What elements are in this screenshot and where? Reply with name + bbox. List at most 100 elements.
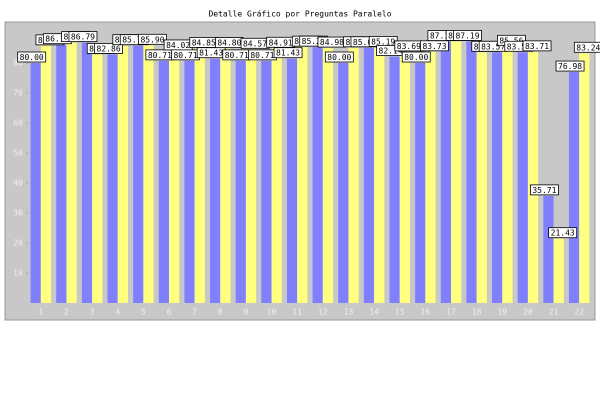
value-label: 35.71 — [530, 184, 559, 196]
value-label: 86.79 — [68, 31, 98, 43]
bar — [30, 63, 41, 303]
value-label-text: 83.57 — [481, 42, 505, 51]
value-label: 80.00 — [17, 51, 47, 63]
bar — [543, 195, 554, 303]
value-label: 84.02 — [163, 39, 193, 51]
value-label: 21.43 — [548, 227, 578, 239]
bar — [440, 41, 451, 304]
value-label-text: 80.00 — [404, 53, 428, 62]
value-label-text: 85.29 — [302, 37, 326, 46]
value-label-text: 83.73 — [422, 42, 446, 51]
value-label-text: 76.98 — [558, 62, 582, 71]
y-tick-label: 80 — [13, 59, 23, 68]
value-label: 84.98 — [317, 36, 347, 48]
value-label: 84.57 — [240, 37, 270, 49]
y-tick-label: 60 — [13, 119, 23, 128]
x-tick-label: 18 — [472, 308, 482, 317]
x-tick-label: 5 — [141, 308, 146, 317]
value-label-text: 85.56 — [499, 36, 523, 45]
value-label: 80.71 — [222, 49, 252, 61]
bar — [40, 45, 52, 304]
x-tick-label: 12 — [318, 308, 328, 317]
x-tick-label: 15 — [395, 308, 405, 317]
bar — [553, 238, 564, 303]
value-label: 80.71 — [171, 49, 200, 61]
value-label-box — [273, 47, 303, 59]
y-tick-label: 30 — [13, 209, 23, 218]
x-tick-label: 16 — [421, 308, 431, 317]
value-label-box — [530, 184, 559, 196]
value-label-text: 81.43 — [276, 49, 300, 58]
value-label-text: 82.86 — [97, 44, 121, 53]
bar — [338, 63, 349, 303]
bar — [194, 48, 205, 304]
y-tick-label: 10 — [13, 269, 23, 278]
value-label-text: 87.14 — [430, 32, 454, 41]
bar — [297, 47, 308, 303]
value-label: 80.00 — [401, 51, 431, 63]
value-label-text: 84.91 — [269, 38, 293, 47]
value-label: 83.71 — [522, 40, 552, 52]
x-tick-label: 7 — [192, 308, 197, 317]
bar — [527, 51, 539, 304]
x-tick-label: 8 — [218, 308, 223, 317]
x-tick-label: 20 — [523, 308, 533, 317]
x-tick-label: 14 — [369, 308, 379, 317]
value-label-text: 84.85 — [192, 38, 216, 47]
bar — [466, 41, 477, 304]
bar — [517, 52, 528, 303]
value-label-text: 86.10 — [45, 35, 69, 44]
bar — [415, 63, 426, 303]
x-tick-label: 4 — [115, 308, 120, 317]
bar — [158, 60, 169, 304]
value-label-text: 86.79 — [71, 33, 95, 42]
value-label-text: 83.24 — [576, 43, 600, 52]
value-label: 81.43 — [196, 47, 226, 59]
value-label-text: 80.71 — [250, 51, 274, 60]
bar — [502, 46, 513, 303]
value-label-box — [68, 31, 98, 43]
value-label-box — [573, 41, 600, 53]
bar — [322, 48, 334, 304]
value-label-text: 85.19 — [371, 37, 395, 46]
x-tick-label: 9 — [243, 308, 248, 317]
value-label-text: 84.98 — [320, 38, 344, 47]
x-tick-label: 13 — [344, 308, 354, 317]
bar — [81, 42, 93, 303]
value-label: 84.85 — [189, 37, 219, 48]
x-tick-label: 19 — [497, 308, 507, 317]
value-label-box — [17, 51, 47, 63]
value-label-text: 82.14 — [379, 47, 403, 56]
value-label: 85.19 — [368, 36, 398, 47]
x-tick-label: 2 — [64, 308, 69, 317]
value-label: 80.71 — [248, 49, 277, 61]
value-label: 87.19 — [453, 30, 482, 41]
value-label: 80.71 — [145, 49, 175, 61]
x-tick-label: 6 — [167, 308, 172, 317]
chart-title: Detalle Gráfico por Preguntas Paralelo — [208, 10, 391, 19]
x-tick-label: 3 — [90, 308, 95, 317]
value-label-text: 83.57 — [507, 42, 531, 51]
value-label-text: 35.71 — [532, 186, 556, 195]
x-tick-label: 1 — [38, 308, 43, 317]
bar — [286, 58, 298, 304]
bar — [133, 45, 144, 303]
value-label-text: 80.00 — [20, 53, 44, 62]
bar — [220, 48, 231, 303]
bar — [261, 60, 272, 304]
value-label: 81.43 — [273, 47, 303, 59]
bar — [117, 45, 128, 303]
value-label-text: 80.00 — [327, 53, 351, 62]
value-label-text: 84.80 — [217, 39, 241, 48]
bar — [245, 49, 257, 303]
bar — [451, 41, 462, 304]
x-tick-label: 17 — [446, 308, 456, 317]
value-label: 84.91 — [266, 36, 296, 48]
value-label-text: 84.02 — [166, 41, 190, 50]
value-label-box — [522, 40, 552, 52]
value-label: 84.80 — [214, 37, 244, 48]
bar — [107, 54, 118, 303]
y-tick-label: 20 — [13, 239, 23, 248]
value-label: 83.69 — [394, 40, 424, 52]
bar — [374, 47, 385, 304]
